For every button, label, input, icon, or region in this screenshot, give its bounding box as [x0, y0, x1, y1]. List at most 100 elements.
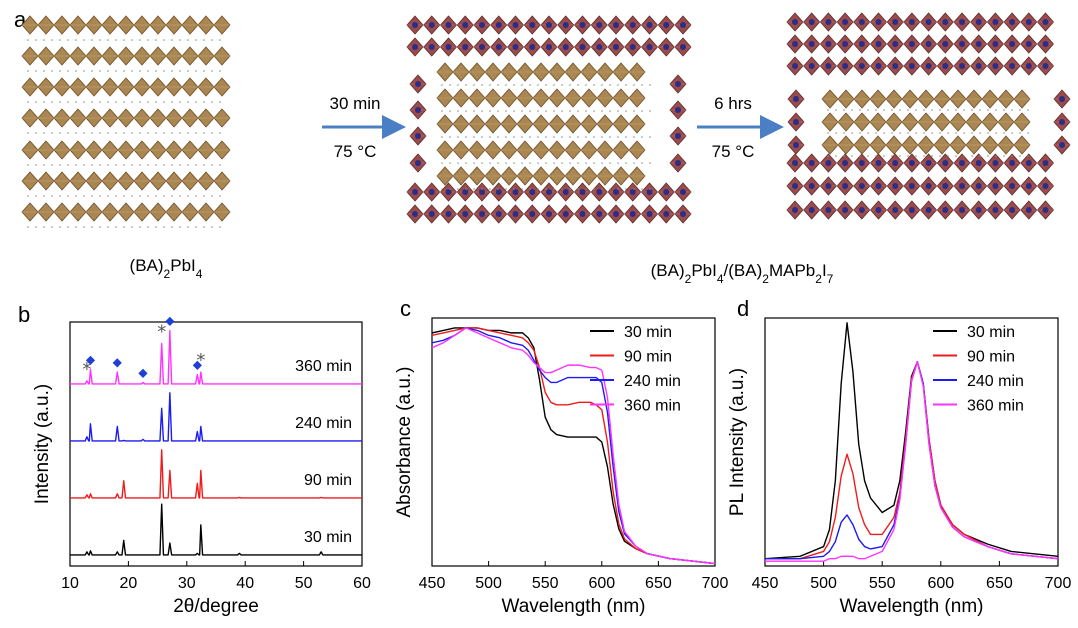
organic: [875, 109, 877, 111]
cation: [1043, 41, 1049, 47]
organic: [843, 132, 845, 134]
organic: [497, 188, 499, 190]
y-axis-label: PL Intensity (a.u.): [727, 368, 748, 516]
cation: [825, 63, 831, 69]
organic: [51, 39, 53, 41]
cation: [976, 207, 982, 213]
cation: [529, 189, 535, 195]
organic: [617, 136, 619, 138]
cation: [909, 41, 915, 47]
organic: [891, 109, 893, 111]
series-line: [432, 328, 715, 564]
organic: [649, 188, 651, 190]
cation: [892, 19, 898, 25]
x-tick-label: 450: [419, 575, 446, 592]
cation: [825, 19, 831, 25]
cation: [1059, 119, 1065, 125]
organic: [203, 70, 205, 72]
organic: [617, 162, 619, 164]
organic: [43, 132, 45, 134]
organic: [115, 226, 117, 228]
legend-label: 90 min: [967, 349, 1015, 366]
cation: [513, 44, 519, 50]
cation: [563, 44, 569, 50]
cation: [992, 183, 998, 189]
cation: [959, 19, 965, 25]
organic: [139, 101, 141, 103]
organic: [203, 39, 205, 41]
organic: [521, 188, 523, 190]
organic: [99, 164, 101, 166]
cation: [1026, 63, 1032, 69]
organic: [601, 84, 603, 86]
cation: [529, 22, 535, 28]
organic: [211, 70, 213, 72]
organic: [219, 70, 221, 72]
cation: [809, 207, 815, 213]
organic: [115, 70, 117, 72]
cation: [630, 211, 636, 217]
organic: [187, 226, 189, 228]
organic: [907, 109, 909, 111]
organic: [553, 188, 555, 190]
organic: [91, 101, 93, 103]
organic: [907, 132, 909, 134]
cation: [959, 41, 965, 47]
cation: [909, 207, 915, 213]
cation: [809, 63, 815, 69]
organic: [649, 110, 651, 112]
cation: [859, 19, 865, 25]
cation: [496, 211, 502, 217]
organic: [179, 101, 181, 103]
organic: [497, 136, 499, 138]
organic: [835, 132, 837, 134]
step-time: 6 hrs: [714, 94, 752, 113]
organic: [51, 226, 53, 228]
cation: [1026, 41, 1032, 47]
x-tick-label: 700: [1045, 575, 1072, 592]
organic: [441, 136, 443, 138]
organic: [481, 110, 483, 112]
organic: [963, 109, 965, 111]
cation: [680, 44, 686, 50]
organic: [489, 188, 491, 190]
organic: [147, 226, 149, 228]
organic: [187, 101, 189, 103]
organic: [99, 195, 101, 197]
cation: [892, 63, 898, 69]
cation: [1009, 160, 1015, 166]
organic: [505, 188, 507, 190]
cation: [809, 19, 815, 25]
label-part: /(BA): [724, 261, 763, 280]
cation: [412, 189, 418, 195]
organic: [827, 155, 829, 157]
organic: [35, 132, 37, 134]
organic: [883, 132, 885, 134]
legend-label: 360 min: [967, 398, 1024, 415]
organic: [91, 132, 93, 134]
organic: [51, 70, 53, 72]
cation: [513, 22, 519, 28]
organic: [43, 164, 45, 166]
organic: [649, 84, 651, 86]
cation: [976, 183, 982, 189]
organic: [187, 195, 189, 197]
panel-a: a 30 min 75 °C 6 hrs 75 °C (BA)2PbI4 (BA…: [14, 7, 1070, 286]
organic: [481, 162, 483, 164]
organic: [179, 132, 181, 134]
cation: [496, 44, 502, 50]
cation: [680, 189, 686, 195]
organic: [931, 109, 933, 111]
organic: [979, 132, 981, 134]
cation: [563, 22, 569, 28]
structure-label: (BA)2PbI4: [130, 256, 203, 281]
organic: [131, 195, 133, 197]
cation: [959, 63, 965, 69]
organic: [27, 226, 29, 228]
cation: [479, 211, 485, 217]
organic: [537, 110, 539, 112]
cation: [596, 211, 602, 217]
organic: [1003, 132, 1005, 134]
organic: [219, 132, 221, 134]
